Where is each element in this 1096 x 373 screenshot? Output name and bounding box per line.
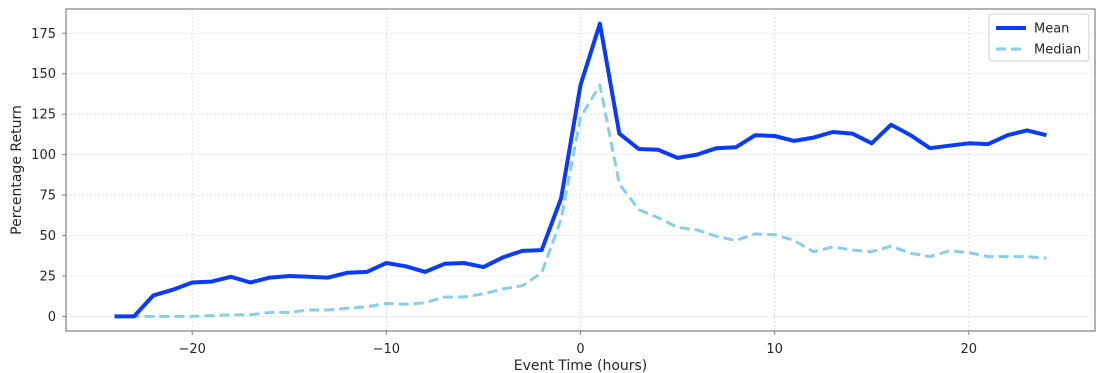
series-line-mean	[114, 21, 1047, 319]
y-tick-label: 150	[31, 67, 56, 82]
grid-lines	[66, 9, 1095, 331]
y-axis-label: Percentage Return	[9, 105, 25, 235]
legend-label-mean: Mean	[1034, 22, 1069, 37]
legend: Mean Median	[988, 13, 1090, 62]
y-tick-label: 50	[39, 229, 56, 244]
x-axis-label: Event Time (hours)	[514, 358, 648, 373]
series-lines	[114, 21, 1047, 319]
y-tick-label: 75	[39, 189, 56, 204]
y-tick-label: 0	[48, 310, 56, 325]
y-tick-label: 100	[31, 148, 56, 163]
x-axis-ticks: −20 −10 0 10 20	[178, 331, 977, 357]
y-tick-label: 25	[39, 269, 56, 284]
y-tick-label: 125	[31, 108, 56, 123]
y-tick-label: 175	[31, 27, 56, 42]
x-tick-label: 0	[576, 342, 584, 357]
x-tick-label: 10	[766, 342, 783, 357]
y-axis-ticks: 0 25 50 75 100 125 150 175	[31, 27, 66, 325]
legend-label-median: Median	[1034, 43, 1081, 58]
x-tick-label: 20	[961, 342, 978, 357]
x-tick-label: −10	[373, 342, 400, 357]
x-tick-label: −20	[178, 342, 205, 357]
series-line-median	[114, 83, 1047, 318]
